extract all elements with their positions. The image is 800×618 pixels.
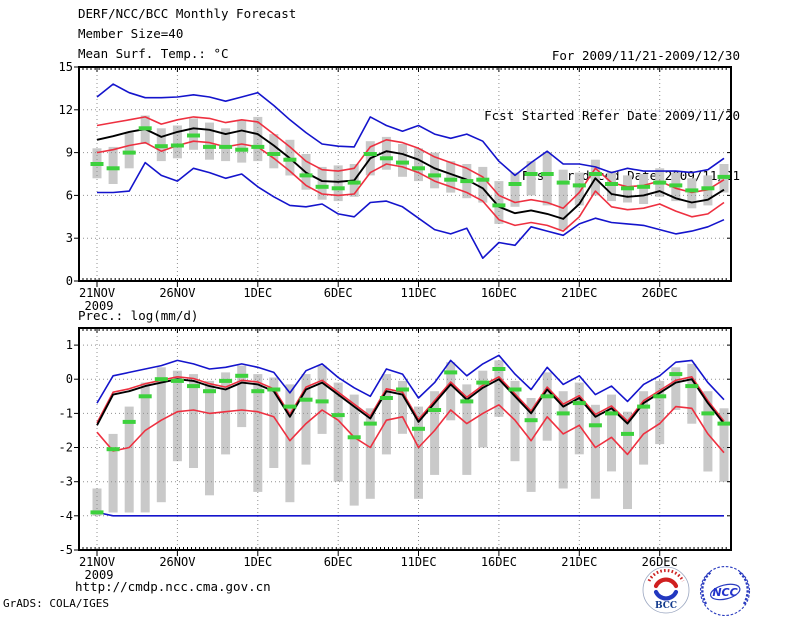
- svg-text:11DEC: 11DEC: [400, 555, 436, 569]
- minor-ticks: [74, 328, 731, 556]
- fcst-ref-date-label: Fcst Started Refer Date 2009/11/20: [484, 108, 740, 123]
- svg-text:26NOV: 26NOV: [159, 555, 195, 569]
- svg-text:-5: -5: [59, 543, 73, 557]
- svg-text:3: 3: [66, 231, 73, 245]
- svg-text:21NOV: 21NOV: [79, 555, 115, 569]
- svg-text:26NOV: 26NOV: [159, 286, 195, 300]
- svg-text:1DEC: 1DEC: [243, 286, 272, 300]
- page-title: DERF/NCC/BCC Monthly Forecast: [78, 6, 297, 21]
- ensemble-mean-line: [96, 378, 725, 426]
- ensemble-max-line: [96, 83, 725, 177]
- grads-credit: GrADS: COLA/IGES: [3, 597, 109, 610]
- svg-text:12: 12: [59, 103, 73, 117]
- ncc-logo-label: NCC: [712, 586, 737, 599]
- ncc-laurel-left: [701, 571, 712, 605]
- ensemble-mean-line: [96, 127, 725, 220]
- svg-text:6DEC: 6DEC: [324, 555, 353, 569]
- member-size-label: Member Size=40: [78, 26, 184, 41]
- svg-text:1: 1: [66, 338, 73, 352]
- range-bars: [92, 360, 729, 516]
- svg-text:16DEC: 16DEC: [481, 286, 517, 300]
- daily-green-markers: [90, 367, 731, 515]
- bcc-swirl-red: [653, 577, 679, 589]
- x-axis-labels: 21NOV 26NOV 1DEC 6DEC 11DEC 16DEC 21DEC 26DEC 20…: [79, 555, 678, 582]
- bcc-swirl-blue: [653, 589, 679, 601]
- daily-green-markers: [90, 126, 731, 208]
- svg-text:2009: 2009: [85, 299, 114, 313]
- svg-text:6: 6: [66, 188, 73, 202]
- ensemble-min-line: [97, 161, 725, 260]
- ncc-swoosh: [709, 583, 741, 601]
- minor-ticks: [74, 66, 731, 287]
- temp-chart: 0 3 6 9 12 15 21NOV 26NOV 1DEC 6DEC 11DEC 16DEC 21DE…: [59, 60, 732, 313]
- ncc-logo: NCC: [699, 565, 751, 617]
- svg-text:21DEC: 21DEC: [561, 286, 597, 300]
- svg-text:-2: -2: [59, 441, 73, 455]
- x-axis-labels: 21NOV 26NOV 1DEC 6DEC 11DEC 16DEC 21DEC 26DEC 20…: [79, 286, 678, 313]
- svg-text:6DEC: 6DEC: [324, 286, 353, 300]
- ensemble-min-line: [96, 511, 724, 517]
- bcc-logo-ring: [642, 566, 690, 614]
- upper-quartile-line: [96, 116, 725, 209]
- upper-quartile-line: [96, 375, 725, 424]
- forecast-range-label: For 2009/11/21-2009/12/30: [551, 48, 740, 63]
- bcc-logo-label: BCC: [655, 601, 677, 611]
- bcc-ring-text-marks: [647, 568, 685, 582]
- svg-text:26DEC: 26DEC: [642, 286, 678, 300]
- bcc-logo: BCC: [642, 566, 690, 614]
- svg-text:15: 15: [59, 60, 73, 74]
- svg-text:9: 9: [66, 146, 73, 160]
- svg-text:21NOV: 21NOV: [79, 286, 115, 300]
- lower-quartile-line: [96, 140, 725, 232]
- svg-text:0: 0: [66, 274, 73, 288]
- ncc-wreath-circle: [699, 565, 751, 617]
- temp-panel-title: Mean Surf. Temp.: °C: [78, 46, 229, 61]
- svg-text:-3: -3: [59, 475, 73, 489]
- svg-text:1DEC: 1DEC: [243, 555, 272, 569]
- svg-text:26DEC: 26DEC: [642, 555, 678, 569]
- ncc-laurel-right: [738, 571, 749, 605]
- prec-panel-title: Prec.: log(mm/d): [78, 308, 199, 323]
- lower-quartile-line: [96, 403, 725, 456]
- svg-text:2009: 2009: [85, 568, 114, 582]
- ensemble-max-line: [96, 354, 725, 404]
- svg-text:-4: -4: [59, 509, 73, 523]
- svg-text:11DEC: 11DEC: [400, 286, 436, 300]
- y-axis-labels: 0 3 6 9 12 15: [59, 60, 73, 288]
- y-axis-labels: -5 -4 -3 -2 -1 0 1: [59, 338, 73, 557]
- prec-chart: -5 -4 -3 -2 -1 0 1 21NOV 26NOV 1DEC 6DEC 11DEC 16DEC…: [59, 327, 732, 582]
- svg-text:-1: -1: [59, 406, 73, 420]
- svg-text:21DEC: 21DEC: [561, 555, 597, 569]
- gridlines: [79, 67, 731, 281]
- svg-text:16DEC: 16DEC: [481, 555, 517, 569]
- svg-text:0: 0: [66, 372, 73, 386]
- source-url: http://cmdp.ncc.cma.gov.cn: [75, 579, 271, 594]
